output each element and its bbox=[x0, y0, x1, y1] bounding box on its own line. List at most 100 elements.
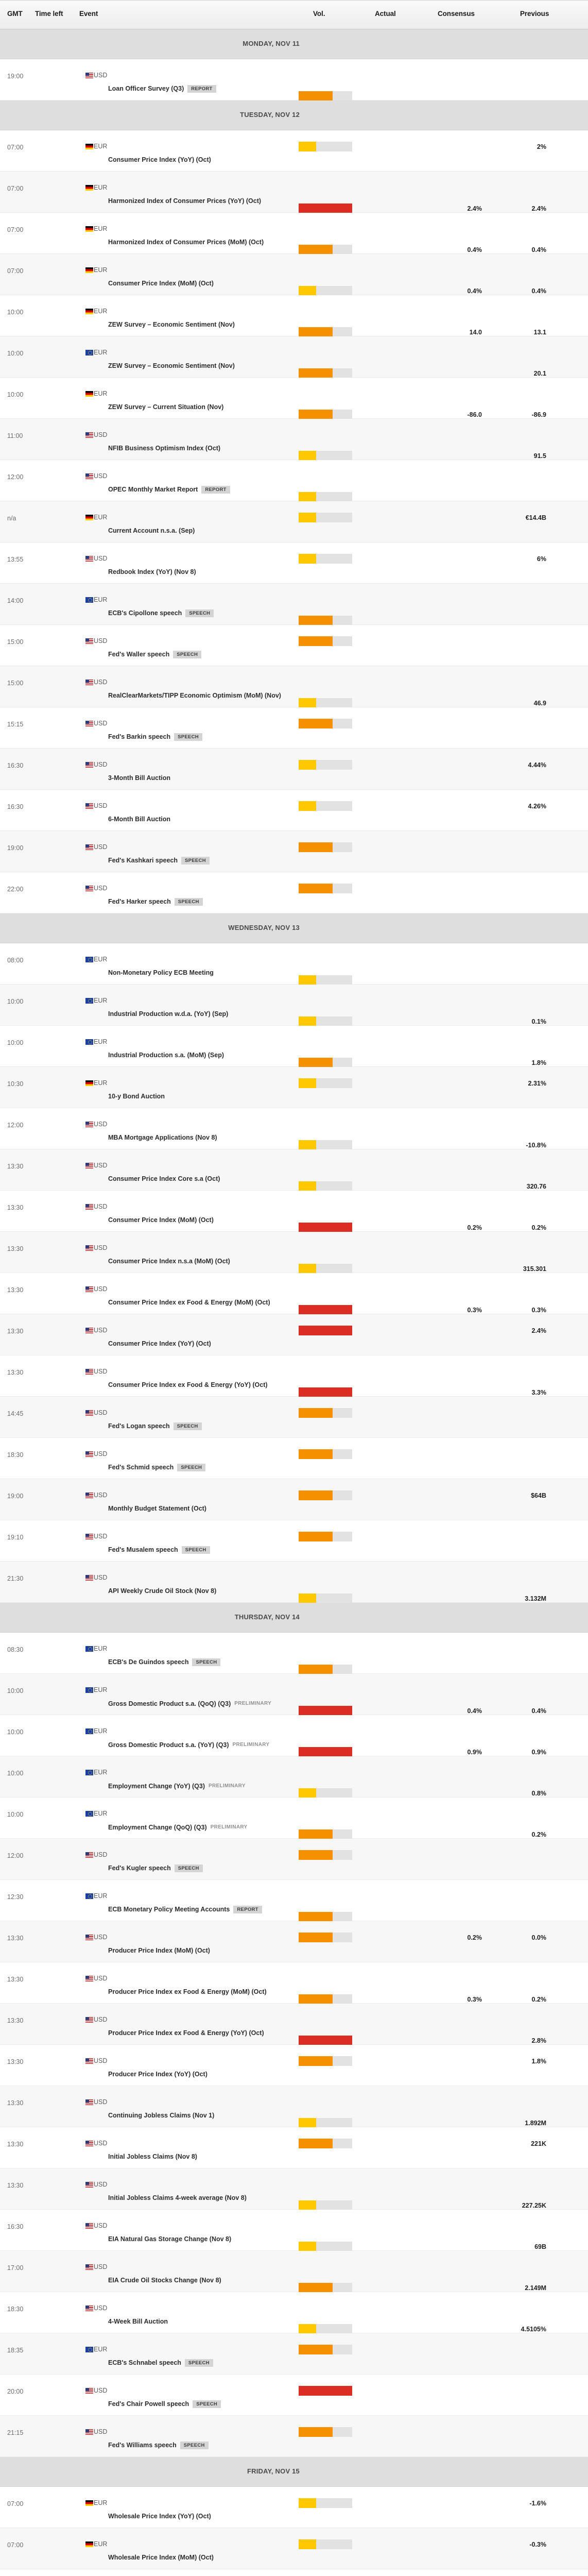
event-name[interactable]: Fed's Kashkari speech SPEECH bbox=[108, 857, 210, 865]
event-name[interactable]: 10-y Bond Auction bbox=[108, 1093, 165, 1100]
column-header-vol[interactable]: Vol. bbox=[313, 10, 325, 18]
calendar-event-row[interactable]: 15:00 USD RealClearMarkets/TIPP Economic O… bbox=[0, 666, 588, 708]
event-name[interactable]: Producer Price Index ex Food & Energy (Y… bbox=[108, 2029, 264, 2037]
event-name[interactable]: Producer Price Index (YoY) (Oct) bbox=[108, 2071, 207, 2078]
event-name[interactable]: OPEC Monthly Market Report REPORT bbox=[108, 486, 230, 494]
calendar-event-row[interactable]: 12:30 EUR ECB Monetary Policy Meeting Acco… bbox=[0, 1880, 588, 1922]
event-name[interactable]: Gross Domestic Product s.a. (QoQ) (Q3) PR… bbox=[108, 1700, 271, 1707]
calendar-event-row[interactable]: 16:30 USD 6-Month Bill Auction 4.26% bbox=[0, 790, 588, 831]
event-name[interactable]: API Weekly Crude Oil Stock (Nov 8) bbox=[108, 1587, 216, 1595]
calendar-event-row[interactable]: 10:00 EUR Industrial Production w.d.a. (Yo… bbox=[0, 985, 588, 1026]
calendar-event-row[interactable]: 19:10 USD Fed's Musalem speech SPEECH bbox=[0, 1520, 588, 1562]
event-name[interactable]: ZEW Survey – Economic Sentiment (Nov) bbox=[108, 321, 235, 328]
calendar-event-row[interactable]: 13:30 USD Consumer Price Index ex Food & E… bbox=[0, 1273, 588, 1315]
calendar-event-row[interactable]: 08:00 EUR Non-Monetary Policy ECB Meeting bbox=[0, 943, 588, 985]
event-name[interactable]: Fed's Logan speech SPEECH bbox=[108, 1422, 202, 1430]
calendar-event-row[interactable]: 15:15 USD Fed's Barkin speech SPEECH bbox=[0, 707, 588, 749]
event-name[interactable]: Wholesale Price Index (YoY) (Oct) bbox=[108, 2513, 211, 2520]
event-name[interactable]: Industrial Production w.d.a. (YoY) (Sep) bbox=[108, 1010, 228, 1018]
calendar-event-row[interactable]: 10:00 EUR ZEW Survey – Current Situation (… bbox=[0, 378, 588, 419]
calendar-event-row[interactable]: 13:30 USD Producer Price Index ex Food & E… bbox=[0, 1962, 588, 2004]
calendar-event-row[interactable]: 07:00 EUR Wholesale Price Index (MoM) (Oct… bbox=[0, 2528, 588, 2569]
event-name[interactable]: 6-Month Bill Auction bbox=[108, 816, 170, 823]
calendar-event-row[interactable]: 10:00 EUR ZEW Survey – Economic Sentiment … bbox=[0, 336, 588, 378]
event-name[interactable]: Wholesale Price Index (MoM) (Oct) bbox=[108, 2554, 214, 2561]
calendar-event-row[interactable]: 10:00 EUR ZEW Survey – Economic Sentiment … bbox=[0, 295, 588, 337]
calendar-event-row[interactable]: 13:30 USD Continuing Jobless Claims (Nov 1… bbox=[0, 2086, 588, 2128]
event-name[interactable]: Fed's Waller speech SPEECH bbox=[108, 651, 202, 658]
event-name[interactable]: Current Account n.s.a. (Sep) bbox=[108, 527, 195, 534]
calendar-event-row[interactable]: 13:30 USD Initial Jobless Claims (Nov 8) 22… bbox=[0, 2127, 588, 2168]
event-name[interactable]: ECB's De Guindos speech SPEECH bbox=[108, 1658, 221, 1666]
calendar-event-row[interactable]: 13:30 USD Consumer Price Index n.s.a (MoM)… bbox=[0, 1232, 588, 1274]
event-name[interactable]: Fed's Williams speech SPEECH bbox=[108, 2442, 209, 2449]
column-header-gmt[interactable]: GMT bbox=[7, 10, 23, 18]
calendar-event-row[interactable]: 12:00 USD Fed's Kugler speech SPEECH bbox=[0, 1839, 588, 1880]
calendar-event-row[interactable]: 18:35 EUR ECB's Schnabel speech SPEECH bbox=[0, 2333, 588, 2375]
calendar-event-row[interactable]: 21:15 USD Fed's Williams speech SPEECH bbox=[0, 2416, 588, 2457]
calendar-event-row[interactable]: 10:00 EUR Gross Domestic Product s.a. (YoY… bbox=[0, 1715, 588, 1757]
event-name[interactable]: Consumer Price Index (MoM) (Oct) bbox=[108, 280, 214, 287]
event-name[interactable]: ECB's Schnabel speech SPEECH bbox=[108, 2359, 213, 2367]
event-name[interactable]: NFIB Business Optimism Index (Oct) bbox=[108, 445, 220, 452]
calendar-event-row[interactable]: 18:30 USD 4-Week Bill Auction 4.5105% bbox=[0, 2292, 588, 2334]
event-name[interactable]: Employment Change (YoY) (Q3) PRELIMINARY bbox=[108, 1782, 246, 1790]
calendar-event-row[interactable]: 13:30 USD Consumer Price Index ex Food & E… bbox=[0, 1355, 588, 1397]
calendar-event-row[interactable]: 13:30 USD Consumer Price Index (MoM) (Oct)… bbox=[0, 1191, 588, 1232]
event-name[interactable]: ECB's Cipollone speech SPEECH bbox=[108, 609, 214, 617]
calendar-event-row[interactable]: 19:00 USD Loan Officer Survey (Q3) REPORT bbox=[0, 59, 588, 101]
event-name[interactable]: Producer Price Index (MoM) (Oct) bbox=[108, 1947, 210, 1954]
event-name[interactable]: Redbook Index (YoY) (Nov 8) bbox=[108, 568, 196, 575]
calendar-event-row[interactable]: 13:30USDNY Empire State Manufacturing In… bbox=[0, 2569, 588, 2576]
event-name[interactable]: 4-Week Bill Auction bbox=[108, 2318, 168, 2325]
calendar-event-row[interactable]: 12:00 USD MBA Mortgage Applications (Nov 8… bbox=[0, 1108, 588, 1150]
column-header-consensus[interactable]: Consensus bbox=[438, 10, 475, 18]
event-name[interactable]: Fed's Schmid speech SPEECH bbox=[108, 1464, 206, 1471]
calendar-event-row[interactable]: 10:00 EUR Employment Change (QoQ) (Q3) PREL… bbox=[0, 1798, 588, 1839]
calendar-event-row[interactable]: 21:30 USD API Weekly Crude Oil Stock (Nov … bbox=[0, 1562, 588, 1603]
event-name[interactable]: RealClearMarkets/TIPP Economic Optimism … bbox=[108, 692, 281, 699]
event-name[interactable]: Loan Officer Survey (Q3) REPORT bbox=[108, 85, 216, 93]
event-name[interactable]: EIA Natural Gas Storage Change (Nov 8) bbox=[108, 2235, 231, 2243]
column-header-actual[interactable]: Actual bbox=[375, 10, 396, 18]
calendar-event-row[interactable]: 10:00 EUR Gross Domestic Product s.a. (QoQ… bbox=[0, 1674, 588, 1716]
event-name[interactable]: Monthly Budget Statement (Oct) bbox=[108, 1505, 206, 1512]
event-name[interactable]: Consumer Price Index Core s.a (Oct) bbox=[108, 1175, 220, 1182]
calendar-event-row[interactable]: 10:00 EUR Industrial Production s.a. (MoM)… bbox=[0, 1026, 588, 1067]
calendar-event-row[interactable]: 07:00 EUR Consumer Price Index (YoY) (Oct)… bbox=[0, 130, 588, 172]
event-name[interactable]: Initial Jobless Claims (Nov 8) bbox=[108, 2153, 197, 2160]
event-name[interactable]: Continuing Jobless Claims (Nov 1) bbox=[108, 2112, 214, 2119]
calendar-event-row[interactable]: 15:00 USD Fed's Waller speech SPEECH bbox=[0, 625, 588, 666]
event-name[interactable]: Consumer Price Index n.s.a (MoM) (Oct) bbox=[108, 1258, 230, 1265]
calendar-event-row[interactable]: 11:00 USD NFIB Business Optimism Index (Oc… bbox=[0, 419, 588, 461]
calendar-event-row[interactable]: 13:30 USD Producer Price Index ex Food & E… bbox=[0, 2004, 588, 2045]
event-name[interactable]: ECB Monetary Policy Meeting Accounts REPO… bbox=[108, 1906, 262, 1913]
event-name[interactable]: ZEW Survey – Economic Sentiment (Nov) bbox=[108, 362, 235, 369]
event-name[interactable]: Industrial Production s.a. (MoM) (Sep) bbox=[108, 1052, 224, 1059]
event-name[interactable]: ZEW Survey – Current Situation (Nov) bbox=[108, 403, 223, 411]
event-name[interactable]: Consumer Price Index ex Food & Energy (M… bbox=[108, 1299, 270, 1306]
event-name[interactable]: Consumer Price Index (MoM) (Oct) bbox=[108, 1216, 214, 1224]
calendar-event-row[interactable]: 14:00 EUR ECB's Cipollone speech SPEECH bbox=[0, 584, 588, 625]
calendar-event-row[interactable]: 17:00 USD EIA Crude Oil Stocks Change (Nov… bbox=[0, 2251, 588, 2293]
event-name[interactable]: Harmonized Index of Consumer Prices (MoM… bbox=[108, 239, 264, 246]
event-name[interactable]: Fed's Barkin speech SPEECH bbox=[108, 733, 202, 741]
event-name[interactable]: Harmonized Index of Consumer Prices (YoY… bbox=[108, 197, 261, 205]
calendar-event-row[interactable]: 18:30 USD Fed's Schmid speech SPEECH bbox=[0, 1438, 588, 1479]
event-name[interactable]: Fed's Kugler speech SPEECH bbox=[108, 1865, 203, 1872]
event-name[interactable]: Consumer Price Index (YoY) (Oct) bbox=[108, 156, 211, 163]
calendar-event-row[interactable]: 13:30 USD Initial Jobless Claims 4-week av… bbox=[0, 2168, 588, 2210]
calendar-event-row[interactable]: 07:00 EUR Consumer Price Index (MoM) (Oct)… bbox=[0, 254, 588, 296]
event-name[interactable]: Fed's Musalem speech SPEECH bbox=[108, 1546, 210, 1554]
column-header-event[interactable]: Event bbox=[79, 10, 98, 18]
calendar-event-row[interactable]: 13:30 USD Consumer Price Index Core s.a (O… bbox=[0, 1149, 588, 1191]
calendar-event-row[interactable]: 10:00 EUR Employment Change (YoY) (Q3) PREL… bbox=[0, 1756, 588, 1798]
calendar-event-row[interactable]: 13:30 USD Consumer Price Index (YoY) (Oct)… bbox=[0, 1314, 588, 1355]
calendar-event-row[interactable]: 22:00 USD Fed's Harker speech SPEECH bbox=[0, 872, 588, 913]
calendar-event-row[interactable]: 16:30 USD EIA Natural Gas Storage Change (… bbox=[0, 2210, 588, 2251]
calendar-event-row[interactable]: 08:30 EUR ECB's De Guindos speech SPEECH bbox=[0, 1633, 588, 1674]
calendar-event-row[interactable]: 14:45 USD Fed's Logan speech SPEECH bbox=[0, 1397, 588, 1438]
calendar-event-row[interactable]: 13:30 USD Producer Price Index (YoY) (Oct)… bbox=[0, 2045, 588, 2086]
event-name[interactable]: Fed's Chair Powell speech SPEECH bbox=[108, 2400, 221, 2408]
event-name[interactable]: Employment Change (QoQ) (Q3) PRELIMINARY bbox=[108, 1823, 248, 1831]
